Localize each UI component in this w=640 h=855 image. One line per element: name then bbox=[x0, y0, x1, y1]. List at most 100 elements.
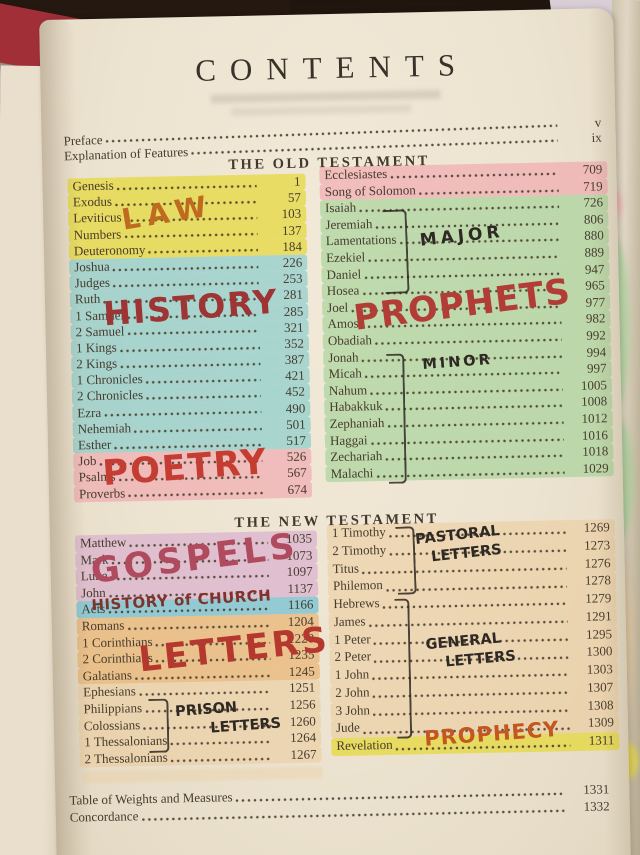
book-name: 3 John bbox=[335, 701, 371, 718]
book-name: Table of Weights and Measures bbox=[69, 789, 233, 808]
page-number: 1005 bbox=[580, 377, 608, 393]
annotation-general-letters: GENERAL LETTERS bbox=[425, 628, 517, 674]
book-name: Habakkuk bbox=[329, 398, 383, 415]
dot-leader bbox=[138, 690, 272, 697]
page-number: 1291 bbox=[585, 607, 612, 624]
bracket-pastoral-letters bbox=[395, 526, 417, 595]
dot-leader bbox=[112, 265, 259, 272]
page-number: 1307 bbox=[587, 678, 614, 695]
page-number: 1311 bbox=[588, 732, 615, 748]
dot-leader bbox=[385, 404, 564, 412]
book-name: Daniel bbox=[326, 265, 362, 282]
book-name: Esther bbox=[77, 436, 112, 453]
page-number: 1279 bbox=[585, 590, 612, 606]
back-matter-list: Table of Weights and Measures 1331 Concord… bbox=[69, 781, 610, 825]
page-number: 387 bbox=[284, 351, 305, 368]
page-number: 137 bbox=[281, 222, 302, 238]
page-number: 1300 bbox=[586, 643, 613, 660]
page-number: 321 bbox=[283, 319, 304, 335]
book-name: Nehemiah bbox=[77, 420, 132, 437]
book-name: 2 Peter bbox=[334, 648, 372, 665]
book-name: Judges bbox=[74, 274, 111, 291]
dot-leader bbox=[148, 249, 259, 255]
page-number: 1273 bbox=[584, 537, 611, 553]
bracket-prison-letters bbox=[148, 698, 170, 753]
book-name: Ecclesiastes bbox=[324, 165, 388, 183]
ink-bleed-through bbox=[230, 104, 412, 117]
book-name: James bbox=[333, 613, 366, 629]
page-number: 947 bbox=[584, 260, 605, 277]
book-name: Leviticus bbox=[73, 209, 122, 226]
ink-bleed-through bbox=[210, 89, 441, 104]
contents-page: CONTENTS Preface v Explanation of Features… bbox=[39, 8, 631, 855]
book-name: 1 John bbox=[334, 666, 370, 683]
page-number: 517 bbox=[286, 432, 307, 449]
book-name: Song of Solomon bbox=[324, 181, 416, 199]
book-name: Ephesians bbox=[83, 683, 137, 700]
page-number: 709 bbox=[582, 161, 603, 177]
book-name: Romans bbox=[81, 617, 125, 634]
dot-leader bbox=[390, 172, 559, 179]
dot-leader bbox=[170, 757, 273, 763]
page-number: 726 bbox=[583, 194, 604, 210]
page-number: 1245 bbox=[288, 663, 315, 679]
dot-leader bbox=[119, 346, 261, 353]
book-name: Concordance bbox=[69, 807, 139, 825]
book-name: Micah bbox=[328, 365, 362, 382]
book-name: Exodus bbox=[72, 193, 113, 210]
page-number: 1264 bbox=[290, 729, 317, 746]
book-name: Isaiah bbox=[324, 199, 357, 216]
page-number: 880 bbox=[584, 227, 604, 244]
page-title: CONTENTS bbox=[194, 47, 470, 88]
page-number: 806 bbox=[583, 211, 604, 227]
highlight-overrun bbox=[82, 766, 324, 784]
page-number: 1295 bbox=[585, 625, 613, 642]
page-number: 1332 bbox=[583, 797, 610, 814]
page-number: 490 bbox=[285, 400, 306, 416]
page-number: ix bbox=[591, 129, 603, 145]
page-number: 719 bbox=[583, 177, 603, 194]
book-name: Ezra bbox=[77, 404, 102, 421]
page-number: 1278 bbox=[584, 572, 612, 589]
book-name: Jonah bbox=[328, 349, 359, 365]
page-number: 184 bbox=[282, 238, 303, 254]
page-number: 501 bbox=[285, 416, 306, 432]
book-name: 2 John bbox=[335, 684, 370, 700]
dot-leader bbox=[134, 427, 262, 433]
book-name: Deuteronomy bbox=[73, 241, 146, 259]
page-number: 994 bbox=[586, 343, 607, 360]
page-number: 1276 bbox=[584, 554, 611, 571]
page-number: 1331 bbox=[583, 781, 610, 797]
book-name: Ruth bbox=[74, 291, 101, 307]
bracket-general-letters bbox=[394, 598, 413, 739]
page-number: 57 bbox=[287, 189, 302, 206]
book-name: Colossians bbox=[83, 716, 141, 733]
book-name: Revelation bbox=[336, 736, 393, 754]
page-number: 1016 bbox=[581, 426, 609, 443]
book-name: Philippians bbox=[83, 700, 143, 717]
dot-leader bbox=[385, 454, 565, 462]
page-number: 1269 bbox=[583, 519, 610, 535]
book-name: 2 Timothy bbox=[332, 541, 387, 558]
dot-leader bbox=[387, 421, 564, 428]
page-number: 1018 bbox=[582, 443, 609, 459]
dot-leader bbox=[146, 394, 262, 401]
book-name: 2 Chronicles bbox=[76, 387, 144, 404]
page-number: 674 bbox=[287, 481, 308, 497]
dot-leader bbox=[170, 740, 273, 746]
dot-leader bbox=[418, 188, 559, 195]
book-name: Nahum bbox=[328, 382, 368, 398]
book-name: Haggai bbox=[329, 431, 368, 448]
page-number: 1008 bbox=[581, 393, 608, 410]
book-name: Titus bbox=[332, 560, 360, 576]
book-name: 1 Peter bbox=[333, 630, 371, 647]
dot-leader bbox=[145, 378, 261, 384]
page-number: 1251 bbox=[288, 679, 316, 696]
page-number: 1137 bbox=[287, 580, 314, 596]
book-name: Ezekiel bbox=[325, 249, 366, 266]
book-name: Job bbox=[78, 453, 97, 469]
page-number: 889 bbox=[584, 244, 605, 260]
dot-leader bbox=[124, 232, 258, 239]
bracket-major-prophets bbox=[382, 209, 410, 295]
